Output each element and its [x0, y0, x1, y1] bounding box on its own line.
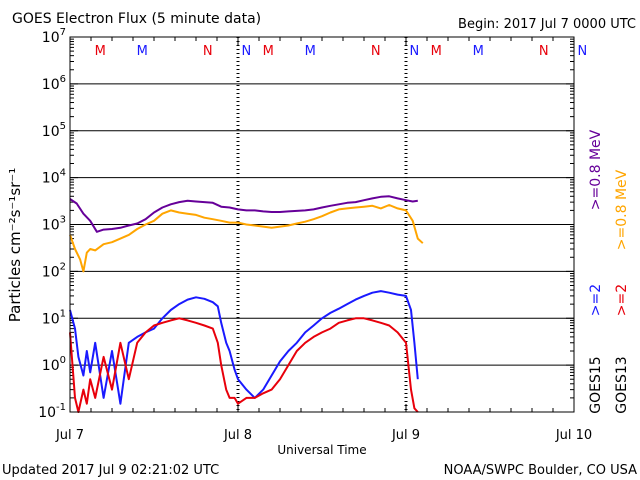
marker-label: N — [539, 44, 549, 59]
series-layer — [69, 195, 424, 413]
begin-label: Begin: 2017 Jul 7 0000 UTC — [458, 17, 636, 32]
y-tick-label: 102 — [42, 261, 66, 280]
credit-label: NOAA/SWPC Boulder, CO USA — [444, 463, 637, 478]
legend-labels: >=0.8 MeV >=0.8 MeV >=2 >=2 GOES15 GOES13 — [588, 129, 630, 413]
legend-label: >=0.8 MeV — [614, 169, 630, 250]
x-tick-labels: Jul 7 Jul 8 Jul 9 Jul 10 — [55, 428, 592, 443]
y-axis-label: Particles cm⁻²s⁻¹sr⁻¹ — [6, 168, 24, 322]
x-tick-label: Jul 10 — [555, 428, 592, 443]
y-tick-label: 106 — [42, 74, 66, 93]
marker-label: M — [95, 44, 106, 59]
marker-label: N — [242, 44, 252, 59]
series-line — [69, 195, 418, 233]
marker-label: M — [305, 44, 316, 59]
marker-label: M — [263, 44, 274, 59]
series-line — [69, 290, 419, 405]
y-tick-labels: 10-1 100 101 102 103 104 105 106 107 — [38, 27, 66, 421]
marker-label: N — [371, 44, 381, 59]
legend-label: >=0.8 MeV — [588, 129, 604, 210]
marker-label: M — [137, 44, 148, 59]
y-tick-label: 105 — [42, 121, 66, 140]
legend-label: GOES13 — [614, 356, 630, 413]
y-tick-label: 10-1 — [38, 402, 66, 421]
series-line — [69, 204, 424, 273]
marker-label: N — [410, 44, 420, 59]
x-axis-label: Universal Time — [277, 443, 366, 457]
y-tick-label: 107 — [42, 27, 66, 46]
x-tick-label: Jul 9 — [391, 428, 420, 443]
legend-label: GOES15 — [588, 356, 604, 413]
chart-title: GOES Electron Flux (5 minute data) — [12, 11, 261, 27]
y-tick-label: 101 — [42, 308, 66, 327]
series-line — [69, 317, 419, 413]
marker-label: M — [431, 44, 442, 59]
updated-timestamp: Updated 2017 Jul 9 02:21:02 UTC — [2, 463, 219, 478]
axis-ticks — [69, 36, 575, 413]
marker-label: N — [203, 44, 213, 59]
legend-label: >=2 — [614, 284, 630, 316]
plot-frame — [69, 36, 575, 413]
legend-label: >=2 — [588, 284, 604, 316]
marker-label: N — [578, 44, 588, 59]
x-tick-label: Jul 7 — [55, 428, 84, 443]
y-tick-label: 103 — [42, 215, 66, 234]
x-tick-label: Jul 8 — [223, 428, 252, 443]
y-tick-label: 100 — [42, 355, 66, 374]
y-tick-label: 104 — [42, 168, 66, 187]
marker-label: M — [473, 44, 484, 59]
